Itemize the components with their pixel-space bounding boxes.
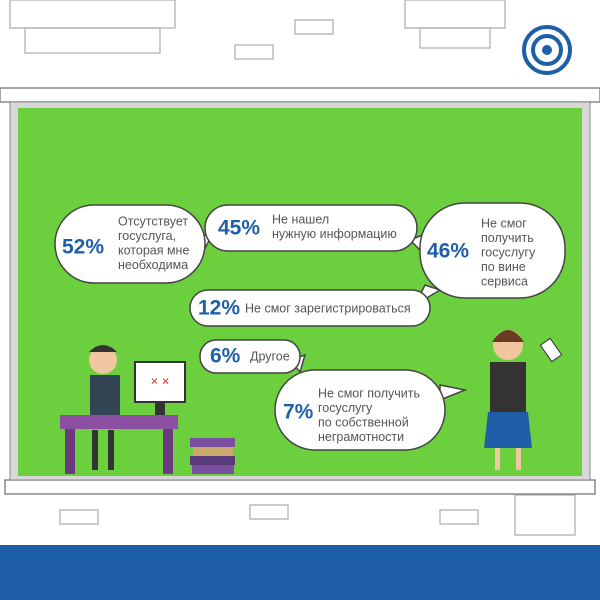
- problem-text: которая мне: [118, 243, 189, 257]
- percent: 52%: [62, 236, 104, 259]
- woman-illustration: [484, 330, 563, 470]
- problem-text: Отсутствует: [118, 214, 188, 228]
- problem-text: Не нашел: [272, 212, 329, 226]
- problem-text: неграмотности: [318, 430, 404, 444]
- percent: 6%: [210, 345, 241, 368]
- percent: 46%: [427, 240, 469, 263]
- problem-text: необходима: [118, 258, 188, 272]
- footer-bar: [0, 545, 600, 600]
- percent: 45%: [218, 217, 260, 240]
- problem-text: получить: [481, 231, 534, 245]
- problem-text: Не смог: [481, 216, 527, 230]
- problem-text: Не смог получить: [318, 386, 420, 400]
- office-illustration: × ×: [60, 345, 235, 474]
- problem-text: по вине: [481, 260, 526, 274]
- logo: [522, 25, 572, 75]
- problem-text: госуслугу: [318, 401, 373, 415]
- problem-text: госуслугу: [481, 245, 536, 259]
- bubbles: [54, 202, 566, 451]
- problem-text: сервиса: [481, 274, 528, 288]
- svg-text:× ×: × ×: [151, 373, 170, 388]
- percent: 12%: [198, 297, 240, 320]
- problem-text: Другое: [250, 349, 290, 363]
- problem-text: по собственной: [318, 415, 409, 429]
- problem-text: Не смог зарегистрироваться: [245, 301, 411, 315]
- problem-text: госуслуга,: [118, 229, 176, 243]
- percent: 7%: [283, 401, 314, 424]
- problem-text: нужную информацию: [272, 227, 397, 241]
